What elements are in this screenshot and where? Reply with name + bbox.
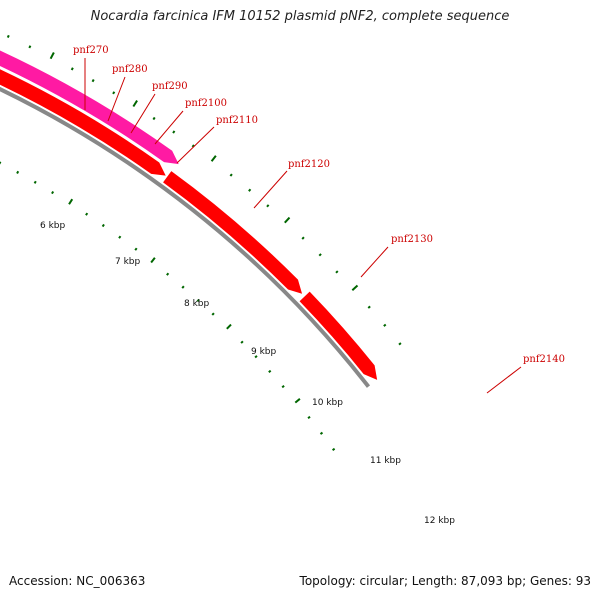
gene-label[interactable]: pnf270 <box>73 45 109 56</box>
tick-mark <box>68 198 74 205</box>
tick-mark <box>226 323 232 330</box>
tick-mark <box>134 247 138 251</box>
tick-mark <box>49 52 55 60</box>
tick-mark <box>229 173 233 177</box>
tick-mark <box>248 188 252 192</box>
tick-mark <box>85 212 89 216</box>
backbone-arc <box>0 87 371 388</box>
label-leader-line <box>154 110 184 145</box>
tick-mark <box>118 235 122 239</box>
tick-mark <box>152 116 156 121</box>
tick-mark <box>294 398 301 404</box>
tick-mark <box>281 384 285 389</box>
tick-label: 10 kbp <box>312 398 343 408</box>
summary-text: Topology: circular; Length: 87,093 bp; G… <box>299 574 591 588</box>
gene-label[interactable]: pnf290 <box>152 81 188 92</box>
tick-mark <box>150 257 156 264</box>
label-leader-line <box>176 126 215 164</box>
tick-label: 8 kbp <box>184 299 210 309</box>
gene-label[interactable]: pnf280 <box>112 64 148 75</box>
tick-mark <box>307 415 311 420</box>
tick-mark <box>210 155 217 162</box>
accession-text: Accession: NC_006363 <box>9 574 146 588</box>
tick-mark <box>132 100 138 108</box>
tick-labels: 6 kbp 7 kbp 8 kbp 9 kbp 10 kbp 11 kbp 12 kbp <box>40 221 455 526</box>
label-leader-line <box>107 76 126 122</box>
tick-mark <box>266 204 270 208</box>
tick-mark <box>172 130 176 134</box>
label-leader-line <box>253 170 288 209</box>
tick-mark <box>196 298 200 303</box>
gene-feature-red-9[interactable] <box>163 171 303 294</box>
tick-mark <box>240 340 244 344</box>
tick-mark <box>318 253 322 257</box>
label-leader-line <box>130 93 156 134</box>
tick-mark <box>70 67 74 71</box>
tick-mark <box>6 34 10 39</box>
tick-mark <box>335 270 339 274</box>
tick-marks <box>0 34 402 451</box>
gene-label[interactable]: pnf2120 <box>288 159 330 170</box>
tick-mark <box>268 369 272 374</box>
tick-mark <box>16 170 20 174</box>
tick-label: 11 kbp <box>370 456 401 466</box>
tick-mark <box>301 236 305 240</box>
tick-label: 6 kbp <box>40 221 66 231</box>
gene-label[interactable]: pnf2100 <box>185 98 227 109</box>
tick-mark <box>383 323 387 327</box>
tick-mark <box>33 180 37 184</box>
tick-mark <box>191 144 195 148</box>
tick-label: 12 kbp <box>424 516 455 526</box>
tick-mark <box>331 447 336 451</box>
backbone <box>0 87 371 388</box>
gene-feature-red-10[interactable] <box>299 291 378 380</box>
gene-features <box>0 39 378 380</box>
label-leader-line <box>360 246 389 278</box>
gene-label[interactable]: pnf2140 <box>523 354 565 365</box>
tick-mark <box>319 431 324 435</box>
tick-label: 7 kbp <box>115 257 141 267</box>
gene-feature-red-8[interactable] <box>0 46 166 176</box>
gene-feature-magenta[interactable] <box>0 39 179 165</box>
map-title: Nocardia farcinica IFM 10152 plasmid pNF… <box>90 9 510 24</box>
tick-mark <box>181 285 185 289</box>
tick-mark <box>101 223 105 228</box>
tick-mark <box>166 272 170 276</box>
gene-label[interactable]: pnf2130 <box>391 234 433 245</box>
tick-mark <box>254 355 258 359</box>
gene-label[interactable]: pnf2110 <box>216 115 258 126</box>
tick-mark <box>28 45 32 49</box>
tick-mark <box>284 216 291 224</box>
label-leader-line <box>486 366 522 394</box>
tick-mark <box>112 91 116 95</box>
tick-mark <box>51 190 55 195</box>
tick-mark <box>91 79 95 83</box>
tick-mark <box>398 342 402 346</box>
tick-mark <box>367 305 371 309</box>
tick-mark <box>211 312 215 316</box>
tick-label: 9 kbp <box>251 347 277 357</box>
tick-mark <box>351 284 359 291</box>
